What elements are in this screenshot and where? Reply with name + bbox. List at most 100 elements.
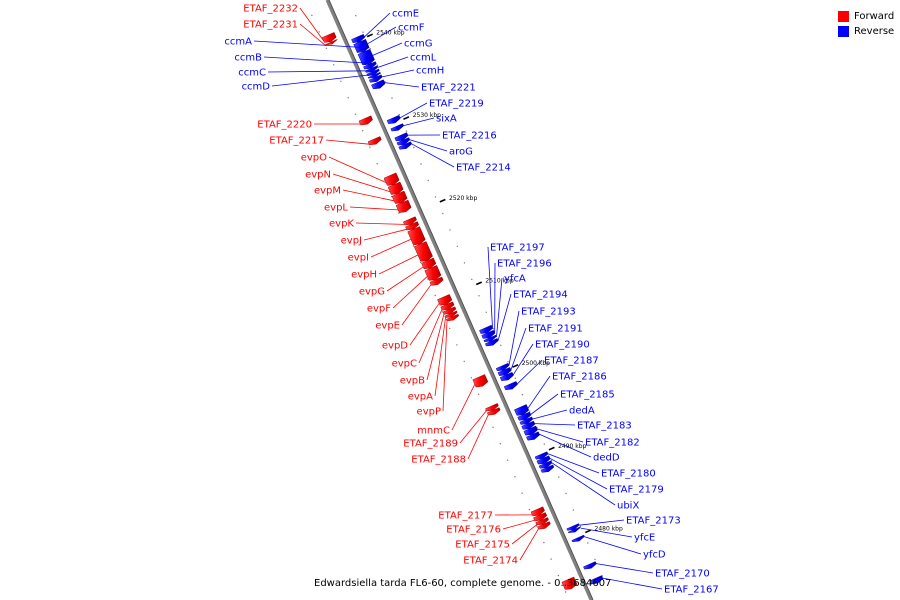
forward-gene-label: ETAF_2232 [243, 4, 298, 15]
forward-gene-label: evpH [351, 270, 377, 281]
genome-backbone [325, 0, 594, 600]
tick-mark [584, 529, 592, 534]
scale-dot [543, 541, 545, 544]
reverse-leader-line [497, 293, 512, 341]
scale-dot [564, 591, 567, 593]
scale-dot [572, 509, 574, 511]
forward-gene [321, 32, 337, 43]
reverse-leader-line [596, 563, 654, 574]
forward-leader-line [434, 317, 446, 397]
scale-dot [587, 542, 589, 544]
scale-dot [456, 344, 458, 346]
reverse-leader-line [580, 527, 633, 538]
reverse-leader-line [253, 40, 370, 49]
reverse-leader-line [399, 102, 428, 119]
reverse-leader-line [579, 519, 625, 526]
scale-dot [543, 443, 545, 445]
reverse-leader-line [516, 359, 543, 385]
reverse-gene-label: ETAF_2173 [626, 516, 681, 527]
reverse-gene [499, 371, 514, 381]
reverse-gene [514, 404, 530, 416]
tick-mark [548, 446, 555, 451]
backbone-line [325, 0, 593, 600]
forward-gene-label: ETAF_2189 [403, 439, 458, 450]
reverse-leader-line [547, 453, 600, 474]
reverse-leader-line [534, 423, 576, 426]
reverse-gene-label: aroG [449, 147, 473, 158]
reverse-leader-line [532, 409, 568, 420]
reverse-gene-label: ETAF_2221 [421, 83, 476, 94]
forward-leader-line [299, 23, 327, 47]
reverse-gene-label: yfcD [643, 550, 666, 561]
reverse-gene [479, 324, 494, 334]
scale-dot [413, 146, 415, 149]
scale-dot [340, 80, 342, 83]
forward-leader-line [325, 139, 370, 145]
scale-dot [434, 294, 436, 297]
legend-label-forward: Forward [854, 11, 895, 22]
forward-gene [429, 276, 444, 286]
forward-gene [530, 506, 545, 517]
forward-gene-label: mnmC [417, 426, 450, 437]
kbp-ticks: 2540 kbp 2530 kbp 2520 kbp 2510 kbp 2500 kbp… [366, 30, 623, 534]
forward-gene-label: ETAF_2231 [243, 20, 298, 31]
scale-dot [594, 558, 596, 561]
reverse-gene-label: ETAF_2191 [528, 324, 583, 335]
scale-dot [369, 146, 371, 148]
scale-dot [456, 245, 458, 248]
scale-dot [535, 525, 538, 527]
forward-gene [407, 226, 426, 246]
forward-gene [391, 190, 408, 204]
forward-leader-line [392, 276, 428, 309]
forward-leader-line [370, 238, 412, 258]
reverse-gene-label: ETAF_2197 [490, 243, 545, 254]
reverse-gene-label: ccmA [224, 37, 252, 48]
gene-features [321, 32, 604, 590]
tick-label: 2510 kbp [485, 278, 513, 285]
reverse-gene [390, 123, 405, 132]
reverse-leader-line [364, 12, 391, 38]
legend-label-reverse: Reverse [854, 26, 895, 37]
tick-label: 2530 kbp [413, 112, 441, 119]
strand-legend: Forward Reverse [838, 9, 894, 39]
reverse-leader-line [527, 375, 551, 409]
scale-dot [347, 97, 349, 99]
scale-dot [471, 278, 473, 281]
forward-gene-label: evpE [375, 321, 400, 332]
scale-dot [485, 311, 487, 313]
reverse-leader-line [551, 462, 616, 506]
forward-gene-label: ETAF_2217 [269, 136, 324, 147]
genome-caption: Edwardsiella tarda FL6-60, complete geno… [314, 578, 612, 589]
forward-gene-label: evpN [305, 170, 331, 181]
forward-gene-label: ETAF_2175 [455, 540, 510, 551]
reverse-gene [357, 48, 375, 66]
reverse-gene-label: ubiX [617, 501, 639, 512]
reverse-leader-line [372, 42, 403, 56]
forward-gene [402, 216, 417, 226]
reverse-leader-line [367, 26, 397, 45]
scale-dot [427, 179, 429, 182]
scale-dot [506, 459, 509, 461]
reverse-gene-label: ETAF_2179 [609, 485, 664, 496]
reverse-leader-line [539, 433, 592, 458]
reverse-gene [481, 329, 496, 339]
forward-gene [437, 294, 453, 306]
forward-leader-line [511, 524, 537, 545]
reverse-gene [503, 381, 518, 391]
forward-gene-label: evpP [417, 407, 441, 418]
forward-gene [367, 136, 382, 146]
tick-label: 2490 kbp [558, 443, 586, 450]
forward-leader-line [328, 156, 387, 183]
forward-leader-line [426, 314, 445, 381]
scale-dot [521, 492, 523, 494]
forward-gene-label: evpO [301, 153, 327, 164]
forward-leader-line [299, 7, 325, 42]
scale-dot [362, 31, 364, 33]
scale-dot [470, 377, 473, 379]
forward-gene [537, 521, 551, 530]
forward-leader-line [349, 206, 399, 211]
forward-gene-label: evpM [314, 186, 341, 197]
scale-dot [507, 361, 509, 363]
forward-leader-line [519, 528, 539, 561]
forward-gene [424, 265, 442, 281]
